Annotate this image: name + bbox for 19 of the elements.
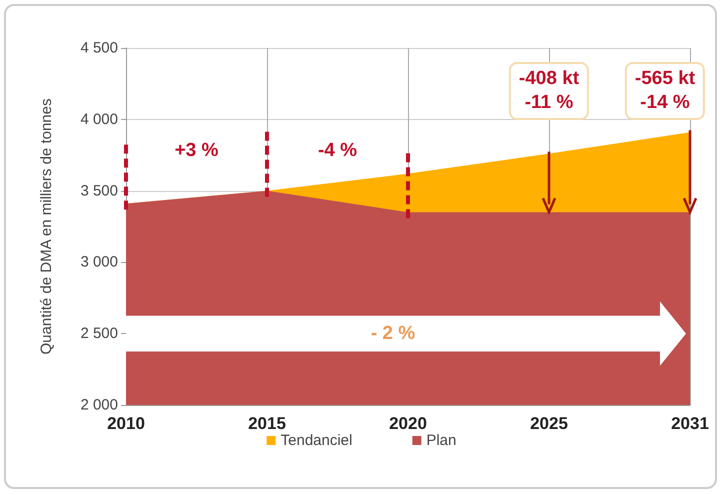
- annotation: -408 kt -11 %: [508, 62, 590, 120]
- y-tick-label: 3 000: [80, 254, 118, 271]
- y-tick-label: 3 500: [80, 182, 118, 200]
- x-tick-label: 2010: [107, 414, 145, 433]
- legend-label: Tendanciel: [280, 432, 352, 449]
- x-tick-label: 2020: [389, 414, 427, 433]
- annotation: -4 %: [318, 140, 358, 162]
- legend-label: Plan: [426, 432, 456, 449]
- y-tick-label: 2 500: [80, 325, 118, 342]
- x-tick-label: 2015: [248, 414, 286, 433]
- annotation: -565 kt -14 %: [624, 62, 706, 120]
- annotation: +3 %: [174, 140, 218, 162]
- annotation: - 2 %: [370, 322, 416, 345]
- x-tick-label: 2031: [671, 414, 709, 433]
- y-tick-label: 2 000: [80, 396, 118, 414]
- y-tick-label: 4 000: [80, 110, 118, 128]
- x-tick-label: 2025: [530, 414, 568, 433]
- y-tick-label: 4 500: [80, 40, 118, 56]
- y-axis-title: Quantité de DMA en milliers de tonnes: [38, 98, 55, 354]
